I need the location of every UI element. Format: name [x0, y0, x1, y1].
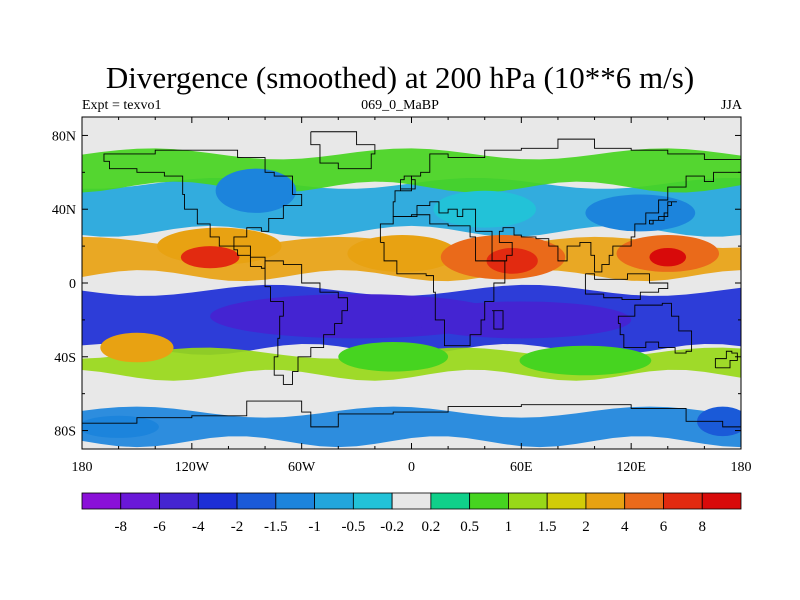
- run-label: 069_0_MaBP: [361, 98, 439, 113]
- colorbar-label: 8: [698, 519, 706, 535]
- colorbar-label: 1.5: [538, 519, 557, 535]
- x-tick-label: 120W: [175, 460, 210, 475]
- field-blob: [486, 247, 538, 274]
- colorbar-swatch: [159, 492, 199, 510]
- coastline: [400, 175, 416, 191]
- band-south-blue: [82, 406, 741, 448]
- y-tick-label: 80S: [54, 425, 76, 440]
- colorbar-swatch: [236, 492, 277, 510]
- colorbar-label: -1: [308, 519, 321, 535]
- colorbar-label: -0.5: [341, 519, 365, 535]
- y-tick-label: 0: [69, 277, 76, 292]
- colorbar-swatch: [585, 492, 626, 510]
- y-tick-label: 40N: [52, 203, 76, 218]
- field-blob: [338, 342, 449, 372]
- field-blob: [411, 301, 632, 339]
- coastline: [392, 138, 741, 273]
- colorbar-swatch: [469, 492, 509, 510]
- coastline: [310, 131, 376, 170]
- colorbar-swatch: [546, 492, 587, 510]
- x-tick-label: 60E: [510, 460, 533, 475]
- colorbar-swatch: [701, 492, 742, 510]
- coastline: [264, 260, 348, 385]
- colorbar-swatch: [663, 492, 703, 510]
- experiment-label: Expt = texvo1: [82, 98, 162, 113]
- coastline: [379, 214, 506, 347]
- field-blob: [585, 194, 696, 232]
- colorbar-label: -8: [115, 519, 128, 535]
- coastline: [617, 302, 693, 354]
- colorbar-label: -6: [153, 519, 166, 535]
- y-tick-label: 80N: [52, 129, 76, 144]
- field-blob: [215, 168, 297, 213]
- colorbar-label: 2: [582, 519, 590, 535]
- field-blob: [180, 246, 240, 269]
- colorbar-swatch: [120, 492, 160, 510]
- field-blob: [519, 345, 652, 376]
- season-label: JJA: [720, 98, 742, 113]
- field-blob: [649, 247, 687, 267]
- field-blob: [433, 190, 536, 228]
- coastline: [103, 149, 303, 269]
- field-blob: [82, 415, 159, 438]
- colorbar-swatch: [197, 492, 238, 510]
- colorbar-swatch: [314, 492, 354, 510]
- x-tick-label: 180: [72, 460, 93, 475]
- colorbar-swatch: [508, 492, 548, 510]
- colorbar-swatch: [391, 492, 432, 510]
- colorbar-label: -1.5: [264, 519, 288, 535]
- colorbar-swatch: [352, 492, 393, 510]
- coastline: [584, 273, 669, 301]
- colorbar-label: 6: [660, 519, 668, 535]
- colorbar-label: -4: [192, 519, 205, 535]
- colorbar-swatch: [81, 492, 122, 510]
- colorbar-label: -0.2: [380, 519, 404, 535]
- colorbar-swatch: [624, 492, 664, 510]
- x-tick-label: 120E: [616, 460, 646, 475]
- colorbar-label: 1: [505, 519, 513, 535]
- colorbar-swatch: [430, 492, 471, 510]
- y-tick-label: 40S: [54, 351, 76, 366]
- colorbar-label: 0.5: [460, 519, 479, 535]
- x-tick-label: 60W: [288, 460, 316, 475]
- chart-title: Divergence (smoothed) at 200 hPa (10**6 …: [105, 60, 695, 95]
- coastline: [649, 201, 677, 225]
- x-tick-label: 180: [731, 460, 752, 475]
- colorbar-label: 4: [621, 519, 629, 535]
- coastline: [714, 350, 738, 369]
- colorbar-swatch: [275, 492, 315, 510]
- field-blob: [100, 332, 174, 363]
- coastline: [82, 400, 741, 428]
- coastline: [492, 310, 504, 330]
- x-tick-label: 0: [408, 460, 415, 475]
- colorbar-label: 0.2: [422, 519, 441, 535]
- colorbar-label: -2: [231, 519, 244, 535]
- field-blob: [347, 235, 458, 272]
